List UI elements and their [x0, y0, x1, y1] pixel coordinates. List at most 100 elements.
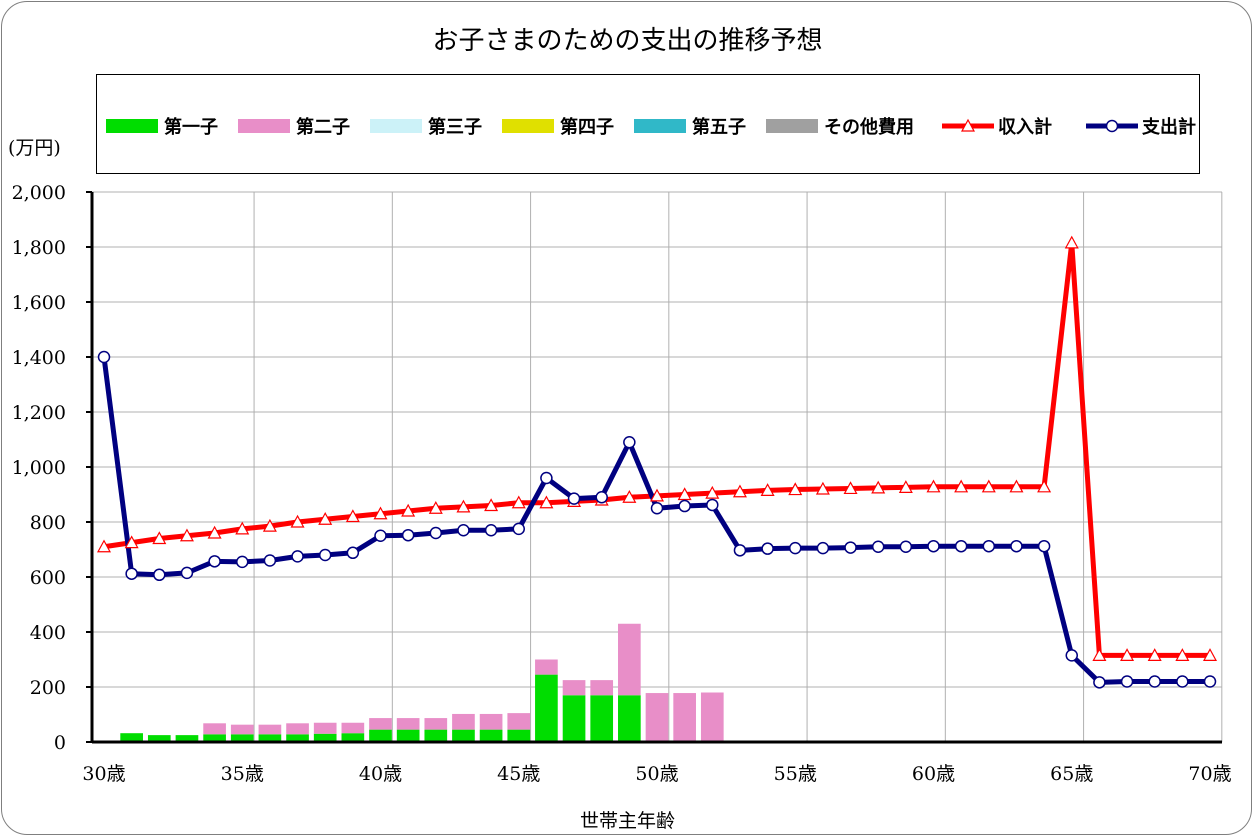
data-point [180, 566, 194, 580]
data-point [623, 436, 636, 449]
bar-segment [562, 680, 586, 696]
legend-label: 第四子 [560, 116, 614, 138]
data-point [899, 540, 913, 553]
data-point [318, 548, 332, 562]
bar-segment [369, 718, 392, 730]
bar-layer [120, 623, 724, 742]
data-point [153, 568, 166, 582]
data-point [1203, 675, 1217, 688]
data-point [290, 514, 305, 528]
data-point [1037, 479, 1052, 493]
legend-label: 第五子 [692, 116, 746, 138]
data-point [235, 521, 250, 535]
bar-segment [507, 713, 531, 730]
data-point [97, 350, 111, 364]
x-tick-label: 70歳 [1188, 763, 1231, 785]
data-point [871, 480, 886, 494]
data-point [511, 495, 526, 509]
x-tick-label: 35歳 [221, 763, 264, 785]
data-point [1120, 648, 1135, 661]
line-layer [96, 235, 1218, 689]
data-point [373, 506, 388, 520]
x-axis-label: 世帯主年齢 [579, 810, 675, 832]
data-point [677, 487, 692, 501]
data-point [1176, 675, 1189, 688]
bar-segment [120, 733, 143, 742]
legend-swatch [370, 119, 422, 133]
bar-segment [535, 659, 558, 675]
data-point [622, 489, 637, 503]
data-point [678, 499, 691, 513]
data-point [1175, 648, 1190, 661]
data-point [871, 540, 885, 553]
data-point [982, 539, 996, 553]
legend-label: 収入計 [998, 116, 1052, 138]
y-tick-label: 1,800 [12, 237, 66, 259]
bar-segment [700, 692, 724, 742]
bar-segment [479, 729, 503, 742]
data-point [152, 531, 167, 545]
bar-segment [175, 735, 199, 742]
data-point [981, 479, 996, 493]
legend-swatch [634, 119, 686, 133]
data-point [649, 488, 665, 502]
data-point [843, 481, 858, 495]
legend-swatch [106, 119, 158, 133]
x-tick-label: 60歳 [912, 763, 955, 785]
y-tick-label: 1,400 [12, 347, 66, 369]
x-tick-label: 65歳 [1050, 763, 1093, 785]
bar-segment [230, 724, 254, 735]
legend-swatch [502, 119, 554, 133]
data-point [954, 539, 968, 553]
bar-segment [286, 723, 309, 735]
bar-segment [369, 729, 392, 742]
bar-segment [230, 734, 254, 742]
data-point [401, 528, 415, 542]
series-line [103, 240, 1210, 658]
y-tick-label: 400 [30, 622, 66, 644]
data-point [208, 555, 221, 568]
data-point [401, 503, 416, 517]
data-point [706, 498, 719, 512]
legend-swatch [238, 119, 290, 133]
y-tick-label: 1,600 [12, 292, 66, 314]
data-point [760, 483, 775, 496]
data-point [291, 550, 304, 563]
data-point [954, 479, 969, 493]
data-point [1065, 649, 1078, 662]
bar-segment [618, 623, 641, 696]
data-point [374, 529, 387, 542]
x-tick-label: 55歳 [774, 763, 817, 785]
data-point [1009, 479, 1024, 493]
bar-segment [341, 722, 365, 734]
legend-layer: 第一子 第二子 第三子 第四子 第五子 その他費用 収入計 支出計 [106, 116, 1196, 138]
bar-segment [590, 680, 614, 696]
bar-segment [258, 724, 282, 735]
data-point [816, 541, 830, 555]
bar-segment [396, 729, 420, 742]
x-tick-label: 50歳 [635, 763, 678, 785]
data-point [789, 541, 802, 555]
data-point [428, 500, 443, 514]
y-tick-label: 1,200 [12, 402, 66, 424]
data-point [595, 491, 608, 504]
y-axis-unit-label: (万円) [8, 137, 61, 159]
data-point [815, 481, 830, 495]
bar-segment [645, 693, 669, 742]
data-point [125, 567, 138, 580]
bar-segment [313, 733, 337, 742]
data-point [96, 539, 112, 553]
data-point [456, 499, 471, 513]
data-point [207, 525, 222, 539]
data-point [650, 502, 664, 515]
bar-segment [452, 729, 475, 742]
data-point [263, 554, 277, 567]
x-tick-label: 40歳 [359, 763, 402, 785]
data-point [318, 511, 333, 525]
x-tick-label: 30歳 [82, 763, 125, 785]
bar-segment [396, 718, 420, 730]
chart-title: お子さまのための支出の推移予想 [432, 26, 823, 56]
legend-marker [1105, 119, 1119, 133]
data-point [844, 541, 857, 554]
